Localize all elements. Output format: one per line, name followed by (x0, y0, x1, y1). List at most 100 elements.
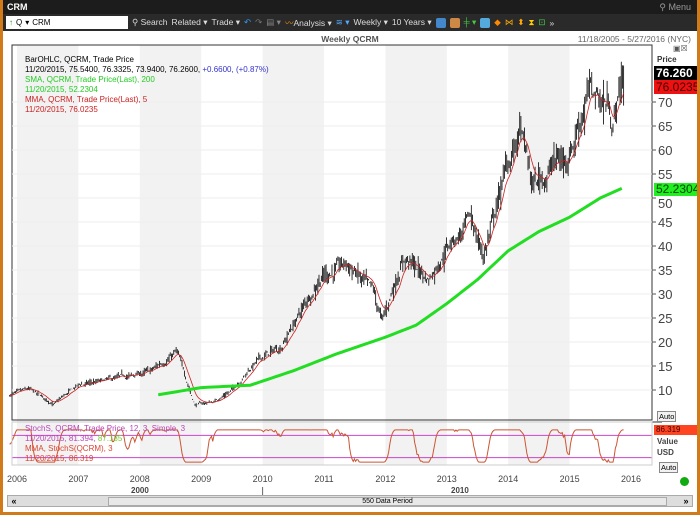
studies-icon[interactable]: ≋ ▾ (335, 17, 350, 27)
stoch-mma-value: 11/20/2015, 86.319 (25, 454, 94, 463)
symbol-input[interactable]: ↑ Q ▾ CRM (6, 16, 128, 29)
hourglass-icon[interactable]: ⧗ (528, 17, 535, 27)
symbol-prefix[interactable]: Q (16, 18, 23, 27)
stoch-legend-value: 11/20/2015, 81.394, (25, 434, 96, 443)
mma-line (9, 93, 625, 403)
x-tick-label: 2006 (7, 474, 27, 484)
y-tick-label: 10 (658, 383, 672, 398)
year-band (262, 45, 324, 465)
stoch-auto-button[interactable]: Auto (659, 462, 679, 473)
sma-price-tag: 52.2304 (654, 183, 697, 196)
pan-icon[interactable]: ◆ (494, 17, 501, 27)
decade-label: 2010 (451, 486, 469, 495)
x-tick-label: 2012 (375, 474, 395, 484)
scroll-start-button[interactable]: « (11, 496, 17, 506)
chart-title: Weekly QCRM (321, 34, 379, 44)
menu-button[interactable]: Menu (668, 2, 691, 12)
range-menu[interactable]: 10 Years ▾ (391, 17, 432, 27)
zoom-y-icon[interactable]: ⬍ (517, 17, 525, 27)
window-title: CRM (7, 2, 28, 12)
year-band (139, 45, 202, 465)
chart-window: CRM ⚲ Menu ↑ Q ▾ CRM ⚲ Search Related ▾ Trad… (3, 0, 697, 512)
status-dot-icon (680, 477, 689, 486)
year-band (508, 45, 570, 465)
y-tick-label: 30 (658, 287, 672, 302)
redo-icon[interactable]: ↷ (255, 17, 263, 27)
price-chart[interactable]: 10 15 20 25 30 35 40 45 50 55 60 65 70 2006 2007 2008 20… (3, 0, 697, 495)
price-pane (11, 44, 653, 421)
value-label: Value (657, 437, 678, 446)
x-tick-label: 2016 (621, 474, 641, 484)
last-price-tag: 76.260 (654, 66, 697, 80)
price-legend: BarOHLC, QCRM, Trade Price 11/20/2015, 7… (25, 55, 269, 115)
symbol-value[interactable]: CRM (32, 18, 51, 27)
bar-legend-change: +0.6600, (+0.87%) (202, 65, 269, 74)
decade-label: 2000 (131, 486, 149, 495)
year-band (17, 45, 79, 465)
x-tick-label: 2010 (253, 474, 273, 484)
sma-legend-value: 11/20/2015, 52.2304 (25, 85, 98, 94)
time-scrollbar[interactable]: « 550 Data Period » (7, 495, 693, 507)
x-tick-label: 2009 (191, 474, 211, 484)
zoom-x-icon[interactable]: ⋈ (504, 17, 514, 27)
toolbar: ↑ Q ▾ CRM ⚲ Search Related ▾ Trade ▾ ↶ ↷ ▤ … (3, 14, 697, 31)
stoch-tag: 86.319 (654, 425, 697, 435)
x-tick-label: 2011 (314, 474, 333, 484)
y-tick-label: 25 (658, 311, 672, 326)
x-tick-label: 2008 (130, 474, 150, 484)
stoch-pane (11, 421, 653, 466)
year-band (385, 45, 447, 465)
bar-legend-values: 11/20/2015, 75.5400, 76.3325, 73.9400, 7… (25, 65, 201, 74)
y-tick-label: 40 (658, 239, 672, 254)
auto-scale-button[interactable]: Auto (657, 411, 677, 422)
stoch-legend-value-b: 87.185 (97, 434, 123, 443)
up-arrow-icon: ↑ (9, 18, 13, 27)
select-icon[interactable]: ⊡ (538, 17, 546, 27)
scroll-thumb[interactable]: 550 Data Period (108, 497, 667, 506)
x-tick-label: 2007 (68, 474, 88, 484)
y-tick-label: 70 (658, 95, 672, 110)
x-tick-label: 2014 (498, 474, 518, 484)
restore-close-icons[interactable]: ▣☒ (673, 44, 688, 53)
bar-legend-title: BarOHLC, QCRM, Trade Price (25, 55, 134, 64)
sma-line (157, 187, 623, 397)
date-range: 11/18/2005 - 5/27/2016 (NYC) (577, 34, 691, 44)
related-menu[interactable]: Related ▾ (171, 17, 208, 27)
period-menu[interactable]: Weekly ▾ (353, 17, 388, 27)
y-tick-label: 20 (658, 335, 672, 350)
chart-type-icon[interactable] (449, 17, 460, 28)
y-tick-label: 65 (658, 119, 672, 134)
dropdown-icon[interactable]: ▾ (25, 18, 30, 27)
y-tick-label: 45 (658, 215, 672, 230)
analysis-menu[interactable]: 〰Analysis ▾ (284, 17, 332, 28)
x-tick-label: 2015 (560, 474, 580, 484)
scroll-end-button[interactable]: » (683, 496, 689, 506)
y-tick-label: 15 (658, 359, 672, 374)
title-bar: CRM ⚲ Menu (3, 0, 697, 14)
stoch-mma-title: MMA, StochS(QCRM), 3 (25, 444, 113, 453)
stoch-legend: StochS, QCRM, Trade Price, 12, 3, Simple… (25, 424, 185, 464)
stoch-legend-title: StochS, QCRM, Trade Price, 12, 3, Simple… (25, 424, 186, 433)
more-icon[interactable]: » (549, 17, 555, 28)
y-tick-label: 35 (658, 263, 672, 278)
pin-icon[interactable]: ⚲ (659, 2, 669, 12)
line-chart-icon[interactable] (435, 17, 446, 28)
sma-legend-title: SMA, QCRM, Trade Price(Last), 200 (25, 75, 155, 84)
currency-label: USD (657, 448, 674, 457)
mma-legend-title: MMA, QCRM, Trade Price(Last), 5 (25, 95, 148, 104)
stoch-line (9, 429, 624, 463)
chart-header: Weekly QCRM 11/18/2005 - 5/27/2016 (NYC) (3, 31, 697, 45)
mma-legend-value: 11/20/2015, 76.0235 (25, 105, 98, 114)
mma-price-tag: 76.0235 (654, 80, 697, 94)
price-axis-label: Price (657, 55, 677, 64)
crosshair-icon[interactable]: ╪ ▾ (463, 17, 477, 27)
search-button[interactable]: ⚲ Search (132, 17, 168, 27)
undo-icon[interactable]: ↶ (244, 17, 252, 27)
y-tick-label: 50 (658, 196, 672, 211)
draw-icon[interactable] (480, 17, 491, 28)
trade-menu[interactable]: Trade ▾ (211, 17, 241, 27)
x-tick-label: 2013 (437, 474, 457, 484)
y-tick-label: 60 (658, 143, 672, 158)
y-tick-label: 55 (658, 167, 672, 182)
folder-icon[interactable]: ▤ ▾ (266, 17, 281, 27)
